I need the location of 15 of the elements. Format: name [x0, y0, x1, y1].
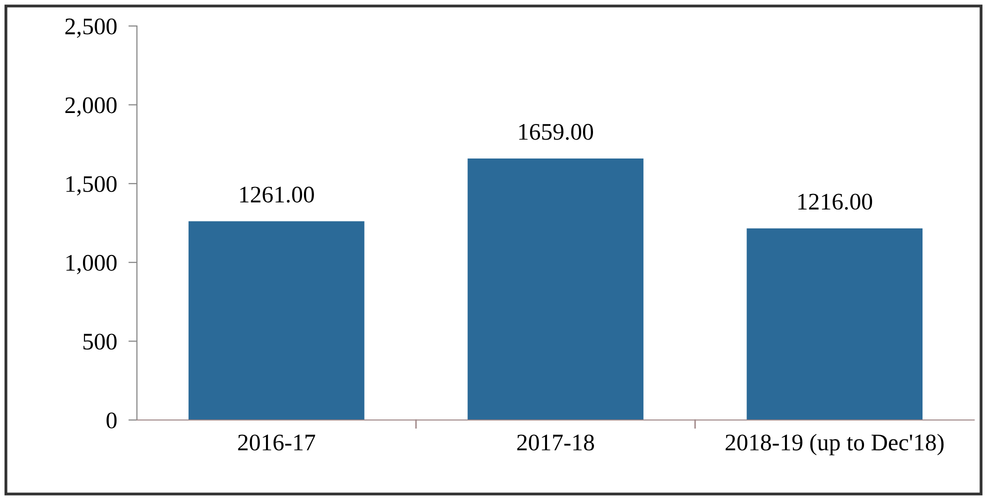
x-tick-label: 2016-17 [238, 434, 316, 451]
y-tick-label: 1,000 [66, 254, 117, 274]
y-tick-label: 2,000 [65, 97, 117, 117]
bar [188, 221, 364, 420]
bar [746, 228, 923, 420]
x-tick-label: 2017-18 [517, 434, 594, 451]
y-tick-label: 500 [83, 334, 117, 350]
x-tick-label: 2018-19 (up to Dec'18) [726, 434, 944, 456]
data-label: 1659.00 [519, 124, 594, 140]
bar [468, 158, 644, 420]
y-tick-label: 0 [106, 412, 117, 428]
y-tick-label: 2,500 [65, 18, 117, 38]
data-label: 1216.00 [798, 194, 872, 210]
y-tick-label: 1,500 [66, 176, 117, 196]
data-label: 1261.00 [240, 186, 314, 203]
